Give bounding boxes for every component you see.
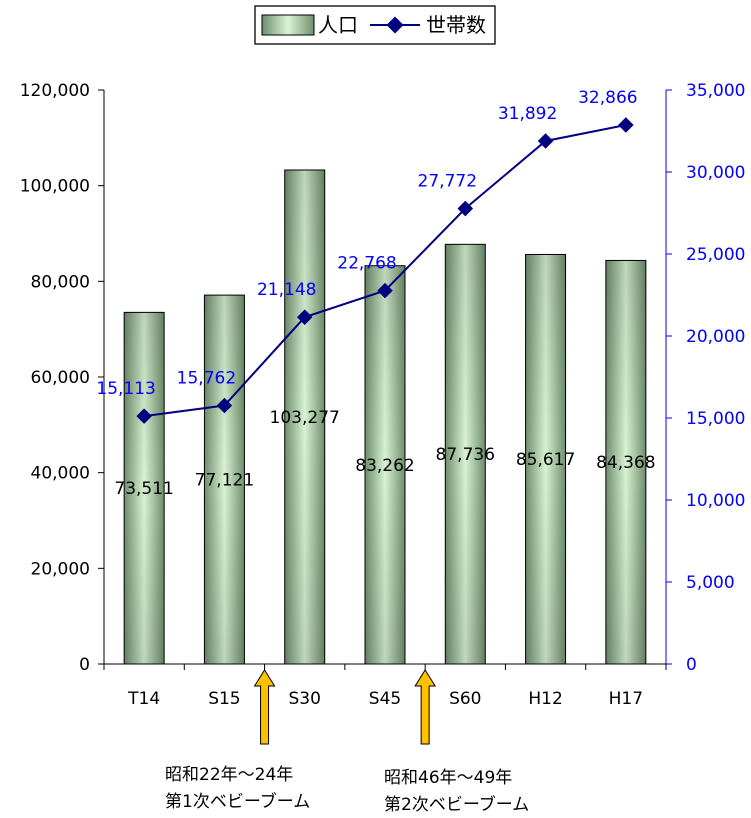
population-bars — [123, 169, 647, 665]
x-tick-label-H17: H17 — [609, 689, 643, 709]
households-label-S45: 22,768 — [337, 254, 396, 274]
bar-shade — [445, 244, 486, 664]
y-right-tick-label: 0 — [686, 655, 697, 675]
bar-shade — [605, 260, 646, 664]
y-left-tick-label: 0 — [79, 655, 90, 675]
households-label-T14: 15,113 — [96, 379, 155, 399]
population-label-H12: 85,617 — [516, 450, 575, 470]
legend-label-population: 人口 — [318, 13, 358, 37]
legend: 人口 世帯数 — [254, 5, 496, 45]
households-marker-S15 — [216, 397, 233, 414]
y-right-tick-label: 15,000 — [686, 409, 745, 429]
x-tick-label-S45: S45 — [369, 689, 401, 709]
y-right-tick-label: 30,000 — [686, 163, 745, 183]
households-marker-H12 — [537, 133, 554, 149]
annotation-text-line: 昭和22年～24年 — [165, 765, 293, 785]
y-right-tick-label: 25,000 — [686, 245, 745, 265]
bar-H12 — [525, 253, 567, 665]
households-label-H17: 32,866 — [578, 88, 637, 108]
bar-S15 — [203, 294, 245, 665]
annotation-text-line: 昭和46年～49年 — [384, 768, 512, 788]
data-labels: 15,113 15,762 21,148 22,768 27,772 31,892 32,8… — [96, 88, 655, 499]
population-label-S30: 103,277 — [270, 408, 340, 428]
x-tick-label-S60: S60 — [449, 689, 481, 709]
households-label-S15: 15,762 — [177, 369, 236, 389]
bar-H17 — [605, 259, 647, 665]
bar-S45 — [364, 265, 406, 665]
bar-S60 — [444, 243, 486, 665]
legend-swatch-population — [261, 14, 315, 36]
y-left-tick-label: 120,000 — [20, 81, 90, 101]
population-label-S60: 87,736 — [436, 445, 495, 465]
households-label-S60: 27,772 — [418, 172, 477, 192]
y-right-tick-label: 20,000 — [686, 327, 745, 347]
population-label-T14: 73,511 — [114, 479, 173, 499]
households-label-H12: 31,892 — [498, 104, 557, 124]
x-tick-label-T14: T14 — [127, 689, 160, 709]
y-right-tick-label: 35,000 — [686, 81, 745, 101]
bar-shade — [124, 312, 165, 664]
bar-shade — [204, 295, 245, 664]
bar-S30 — [284, 169, 326, 665]
y-left-tick-label: 60,000 — [31, 368, 90, 388]
annotation-text-line: 第2次ベビーブーム — [384, 794, 529, 815]
population-label-S45: 83,262 — [355, 456, 414, 476]
bar-shade — [525, 254, 566, 665]
x-tick-label-S15: S15 — [208, 689, 240, 709]
households-marker-S60 — [457, 200, 474, 217]
axes: 0 20,000 40,000 60,000 80,000 100,000 120,000 0… — [20, 81, 746, 709]
population-label-S15: 77,121 — [195, 471, 254, 491]
households-marker-H17 — [618, 117, 634, 133]
y-left-tick-label: 20,000 — [31, 559, 90, 579]
y-right-tick-label: 10,000 — [686, 491, 745, 511]
households-label-S30: 21,148 — [257, 280, 316, 300]
y-left-tick-label: 80,000 — [31, 272, 90, 292]
y-left-tick-label: 40,000 — [31, 464, 90, 484]
y-left-tick-label: 100,000 — [20, 177, 90, 197]
population-label-H17: 84,368 — [596, 453, 655, 473]
bar-shade — [365, 265, 405, 664]
bar-shade — [284, 169, 325, 664]
up-arrow-icon — [253, 669, 276, 745]
x-tick-label-H12: H12 — [528, 689, 562, 709]
annotation-text-line: 第1次ベビーブーム — [165, 791, 310, 812]
households-marker-T14 — [136, 408, 152, 424]
y-right-tick-label: 5,000 — [686, 573, 735, 593]
x-tick-label-S30: S30 — [288, 689, 320, 709]
legend-label-households: 世帯数 — [426, 13, 486, 37]
up-arrow-icon — [414, 669, 437, 745]
